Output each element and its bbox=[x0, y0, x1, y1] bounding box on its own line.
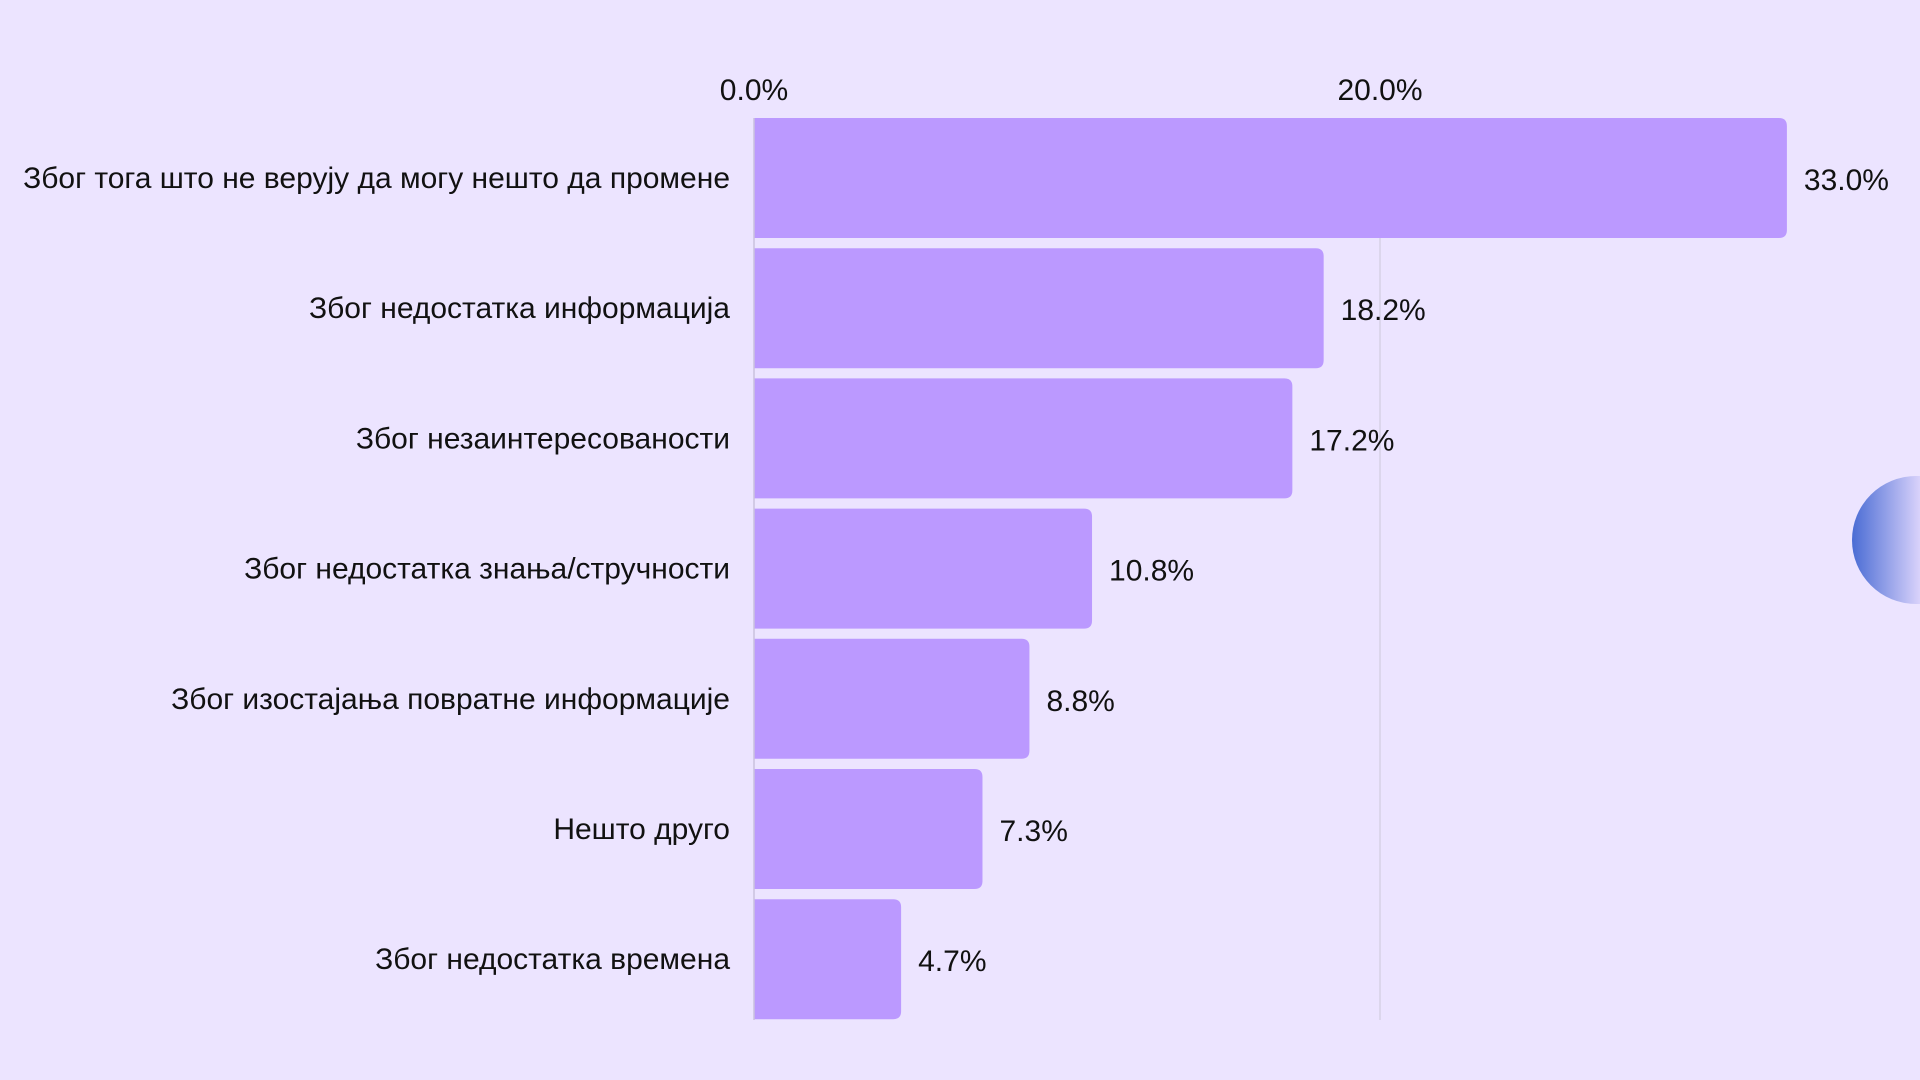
category-label-5: Нешто друго bbox=[553, 813, 730, 846]
bar-4 bbox=[754, 638, 1030, 759]
category-label-3: Због недостатка знања/стручности bbox=[244, 553, 730, 586]
side-circle-decoration bbox=[1852, 476, 1920, 604]
value-label-1: 18.2% bbox=[1341, 294, 1426, 327]
category-label-0: Због тога што не верују да могу нешто да… bbox=[23, 162, 730, 195]
value-label-0: 33.0% bbox=[1804, 164, 1889, 197]
bar-3 bbox=[754, 508, 1093, 629]
category-label-4: Због изостајања повратне информације bbox=[171, 683, 730, 716]
x-tick-label-0: 0.0% bbox=[720, 74, 788, 107]
bar-5 bbox=[754, 769, 983, 889]
bar-6 bbox=[754, 899, 902, 1020]
bar-2 bbox=[754, 378, 1293, 499]
value-label-3: 10.8% bbox=[1109, 555, 1194, 588]
category-labels: Због тога што не верују да могу нешто да… bbox=[23, 162, 730, 976]
value-label-2: 17.2% bbox=[1309, 424, 1394, 457]
bar-1 bbox=[754, 248, 1324, 369]
x-tick-label-1: 20.0% bbox=[1337, 74, 1422, 107]
value-label-5: 7.3% bbox=[999, 815, 1067, 848]
category-label-2: Због незаинтересованости bbox=[356, 422, 730, 455]
bars bbox=[754, 118, 1787, 1020]
category-label-1: Због недостатка информација bbox=[309, 292, 730, 325]
value-label-6: 4.7% bbox=[918, 945, 986, 978]
bar-0 bbox=[754, 118, 1787, 238]
value-labels: 33.0% 18.2% 17.2% 10.8% 8.8% 7.3% 4.7% bbox=[918, 164, 1889, 978]
x-axis: 0.0% 20.0% bbox=[720, 74, 1423, 1020]
category-label-6: Због недостатка времена bbox=[375, 943, 730, 976]
value-label-4: 8.8% bbox=[1046, 685, 1114, 718]
